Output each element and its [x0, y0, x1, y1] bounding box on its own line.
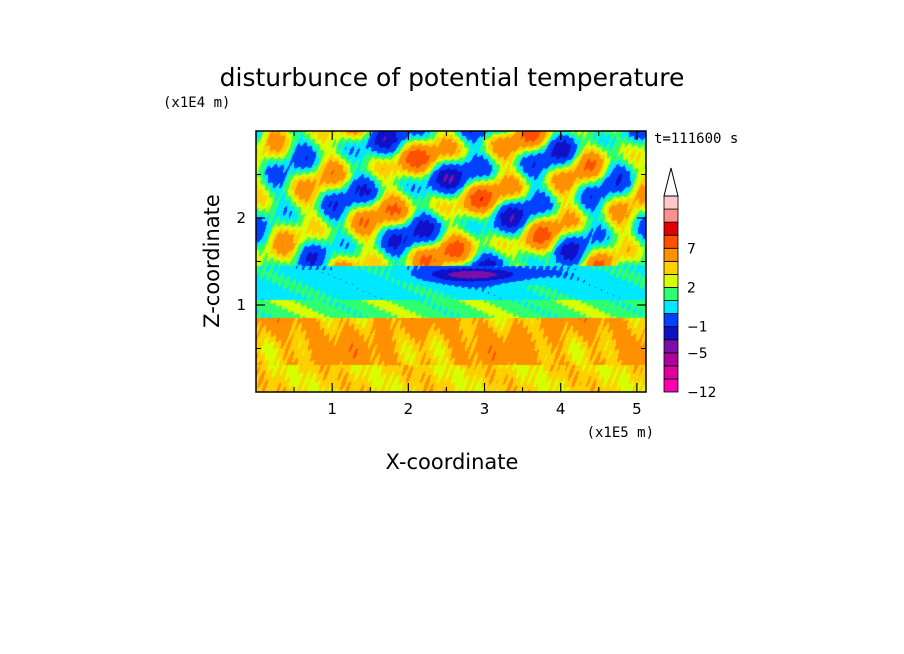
colorbar-band	[663, 287, 679, 301]
colorbar: −12−5−127	[663, 167, 717, 401]
colorbar-band	[663, 365, 679, 380]
x-tick-label: 2	[404, 400, 414, 418]
x-tick-label: 3	[480, 400, 490, 418]
colorbar-band	[663, 273, 679, 288]
colorbar-tick-label: −1	[687, 320, 708, 336]
colorbar-band	[663, 339, 679, 354]
colorbar-band	[663, 313, 679, 328]
x-axis-label: X-coordinate	[386, 450, 519, 474]
colorbar-band	[663, 221, 679, 236]
colorbar-band	[663, 260, 679, 275]
heatmap-field	[256, 131, 646, 392]
x-axis-ticks: 1 2 3 4 5	[293, 131, 642, 418]
colorbar-tick-label: −12	[687, 385, 717, 401]
x-tick-label: 4	[556, 400, 566, 418]
colorbar-band	[663, 195, 679, 210]
colorbar-band	[663, 352, 679, 367]
colorbar-band	[663, 208, 679, 223]
y-axis-label: Z-coordinate	[200, 194, 224, 328]
colorbar-band	[663, 300, 679, 314]
x-tick-label: 1	[327, 400, 337, 418]
colorbar-band	[663, 247, 679, 262]
x-axis-unit: (x1E5 m)	[587, 425, 654, 441]
colorbar-tick-label: 7	[687, 241, 696, 257]
colorbar-band	[663, 326, 679, 341]
x-tick-label: 5	[632, 400, 642, 418]
y-tick-label: 1	[236, 296, 246, 314]
y-tick-label: 2	[236, 209, 246, 227]
colorbar-tick-label: 2	[687, 280, 696, 296]
time-label: t=111600 s	[654, 131, 738, 147]
colorbar-band	[663, 378, 679, 393]
colorbar-tick-label: −5	[687, 346, 708, 362]
colorbar-extend-arrow	[663, 167, 679, 197]
colorbar-band	[663, 234, 679, 249]
chart-title: disturbunce of potential temperature	[220, 63, 685, 92]
y-axis-unit: (x1E4 m)	[163, 95, 230, 111]
y-axis-ticks: 12	[236, 174, 646, 349]
